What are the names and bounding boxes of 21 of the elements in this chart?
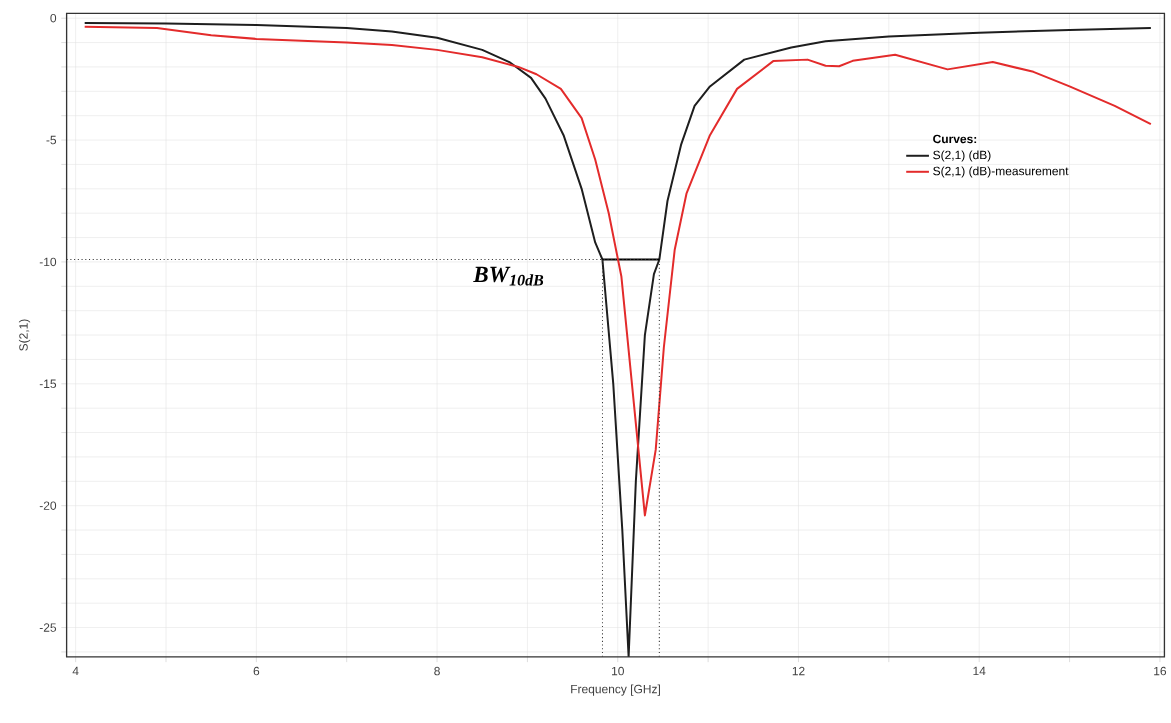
annotation: BW$_{10dB}$ [473, 266, 544, 286]
x-tick-label: 12 [792, 666, 805, 676]
y-tick-label: -15 [39, 379, 57, 388]
x-tick-label: 4 [72, 666, 79, 675]
x-tick-label: 14 [973, 666, 986, 675]
y-tick-label: 0 [50, 13, 57, 23]
x-axis-title: Frequency [GHz] [571, 684, 660, 696]
legend-label: S(2,1) (dB) [933, 150, 991, 162]
x-tick-label: 6 [253, 666, 260, 676]
legend-title: Curves: [933, 134, 977, 144]
x-tick-label: 16 [1154, 666, 1167, 676]
line-series [83, 25, 1152, 517]
line-series [83, 21, 1152, 657]
y-tick-label: -25 [39, 623, 57, 632]
x-tick-label: 8 [434, 666, 440, 676]
y-tick-label: -10 [39, 257, 57, 266]
y-tick-label: -5 [46, 135, 57, 145]
y-tick-label: -20 [39, 501, 57, 510]
y-axis-title: S(2,1) [18, 319, 31, 351]
x-tick-label: 10 [612, 666, 624, 676]
legend-label: S(2,1) (dB)-measurement [933, 166, 1069, 178]
